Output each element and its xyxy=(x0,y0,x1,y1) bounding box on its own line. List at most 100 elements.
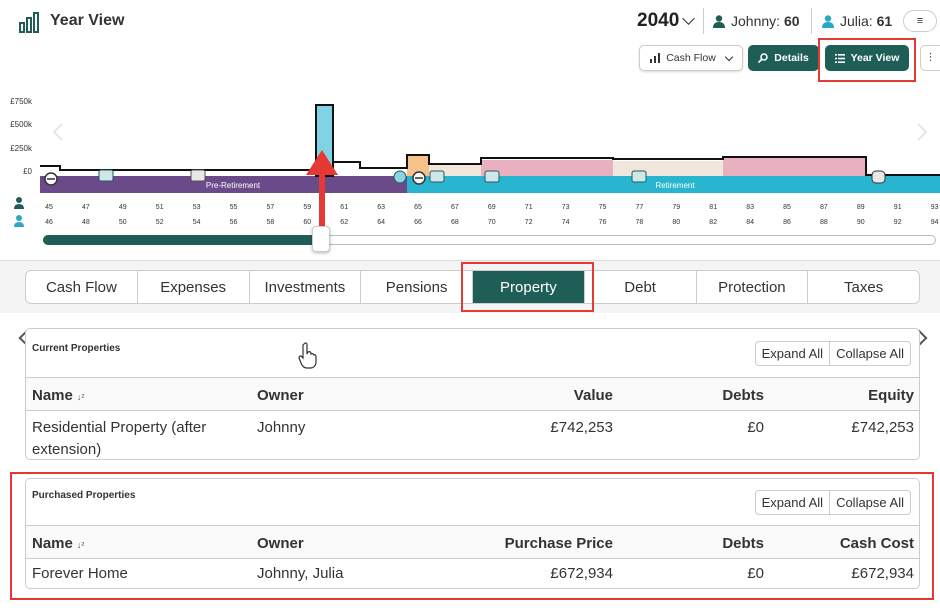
age-tick-label: 71 xyxy=(525,204,533,211)
age-tick-label: 87 xyxy=(820,204,828,211)
retirement-band xyxy=(407,176,940,193)
property-owner: Johnny xyxy=(257,419,306,436)
panel-title: Current Properties xyxy=(32,343,121,354)
cashflow-chart: £750k £500k £250k £0 Pre-Retirement Retirem… xyxy=(10,97,940,228)
person-label: Johnny: xyxy=(731,13,781,29)
chevron-down-icon xyxy=(724,52,734,61)
more-options-button[interactable]: ⋮ xyxy=(920,45,940,71)
y-tick-label: £0 xyxy=(23,167,32,176)
age-tick-label: 83 xyxy=(746,204,754,211)
age-tick-label: 69 xyxy=(488,204,496,211)
column-header: Equity xyxy=(868,387,914,404)
age-tick-label: 80 xyxy=(672,219,680,226)
tab-expenses[interactable]: Expenses xyxy=(138,271,250,303)
user-icon xyxy=(14,197,24,209)
age-tick-label: 54 xyxy=(193,219,201,226)
age-tick-label: 76 xyxy=(599,219,607,226)
age-tick-label: 82 xyxy=(709,219,717,226)
phase-label: Retirement xyxy=(655,181,695,190)
age-tick-label: 56 xyxy=(230,219,238,226)
person-age: 60 xyxy=(783,13,800,29)
tab-taxes[interactable]: Taxes xyxy=(844,278,884,296)
age-tick-label: 47 xyxy=(82,204,90,211)
menu-button[interactable]: ≡ xyxy=(903,10,937,32)
y-tick-label: £750k xyxy=(10,97,33,106)
year-view-button[interactable]: Year View xyxy=(825,45,909,71)
section-tabs: Cash Flow Expenses Investments Pensions … xyxy=(25,270,920,304)
sort-icon[interactable]: ↓² xyxy=(76,540,85,550)
cashflow-view-select[interactable]: Cash Flow xyxy=(639,45,743,71)
age-tick-label: 45 xyxy=(45,204,53,211)
year-select[interactable]: 2040 xyxy=(637,10,696,32)
age-tick-label: 91 xyxy=(894,204,902,211)
timeline-slider-handle[interactable] xyxy=(312,226,330,252)
bar-chart-icon xyxy=(19,12,39,33)
expand-all-button[interactable]: Expand All xyxy=(756,491,831,514)
tab-protection[interactable]: Protection xyxy=(697,271,809,303)
hand-cursor-icon xyxy=(298,342,317,369)
collapse-all-button[interactable]: Collapse All xyxy=(836,495,904,510)
property-cash-cost: £672,934 xyxy=(851,565,914,582)
age-tick-label: 78 xyxy=(636,219,644,226)
panel-title: Purchased Properties xyxy=(32,490,136,501)
column-header: Owner xyxy=(257,387,304,404)
age-tick-label: 70 xyxy=(488,219,496,226)
expand-all-button[interactable]: Expand All xyxy=(756,342,831,365)
age-tick-label: 86 xyxy=(783,219,791,226)
annotation-arrowhead xyxy=(306,150,338,175)
property-owner: Johnny, Julia xyxy=(257,565,344,582)
tab-property[interactable]: Property xyxy=(473,271,585,303)
tab-investments[interactable]: Investments xyxy=(250,271,362,303)
age-tick-label: 53 xyxy=(193,204,201,211)
column-header: Debts xyxy=(722,387,764,404)
highlight-purchased-properties xyxy=(10,472,934,600)
bar-chart-icon xyxy=(650,53,661,63)
phase-label: Pre-Retirement xyxy=(206,181,261,190)
age-tick-label: 92 xyxy=(894,219,902,226)
age-tick-label: 66 xyxy=(414,219,422,226)
timeline-slider-fill xyxy=(43,235,320,245)
person-age: 61 xyxy=(876,13,893,29)
details-label: Details xyxy=(774,52,809,64)
bar-segment xyxy=(723,158,866,176)
property-value: £742,253 xyxy=(550,419,613,436)
age-tick-label: 79 xyxy=(672,204,680,211)
property-debts: £0 xyxy=(747,565,764,582)
kebab-icon: ⋮ xyxy=(925,52,936,63)
age-tick-label: 60 xyxy=(303,219,311,226)
user-icon xyxy=(822,14,834,28)
chart-next-icon[interactable] xyxy=(917,123,928,141)
column-header: Owner xyxy=(257,535,304,552)
details-button[interactable]: Details xyxy=(748,45,819,71)
pre-retirement-band xyxy=(40,176,407,193)
y-tick-label: £500k xyxy=(10,120,33,129)
tab-debt[interactable]: Debt xyxy=(585,271,697,303)
age-tick-label: 48 xyxy=(82,219,90,226)
age-tick-label: 52 xyxy=(156,219,164,226)
highlight-property-tab xyxy=(461,262,594,312)
column-header[interactable]: Name ↓² xyxy=(32,387,85,404)
chart-prev-icon[interactable] xyxy=(52,123,63,141)
purchased-properties-panel: Purchased Properties Expand All Collapse… xyxy=(25,478,920,589)
age-tick-label: 62 xyxy=(340,219,348,226)
property-purchase-price: £672,934 xyxy=(550,565,613,582)
age-tick-label: 93 xyxy=(931,204,939,211)
current-properties-panel: Current Properties Expand All Collapse A… xyxy=(25,328,920,460)
sort-icon[interactable]: ↓² xyxy=(76,392,85,402)
person-label: Julia: xyxy=(840,13,873,29)
tab-pensions[interactable]: Pensions xyxy=(361,271,473,303)
collapse-all-button[interactable]: Collapse All xyxy=(836,346,904,361)
age-tick-label: 89 xyxy=(857,204,865,211)
age-tick-label: 49 xyxy=(119,204,127,211)
user-icon xyxy=(713,14,725,28)
event-marker-icons[interactable] xyxy=(44,169,886,186)
age-tick-label: 46 xyxy=(45,219,53,226)
bar-segment xyxy=(613,161,723,176)
page-title: Year View xyxy=(50,12,125,29)
age-tick-label: 94 xyxy=(931,219,939,226)
person-julia: Julia: 61 xyxy=(822,13,892,29)
tab-cash-flow[interactable]: Cash Flow xyxy=(26,271,138,303)
search-icon xyxy=(758,53,769,63)
divider xyxy=(0,260,940,261)
column-header[interactable]: Name ↓² xyxy=(32,535,85,552)
